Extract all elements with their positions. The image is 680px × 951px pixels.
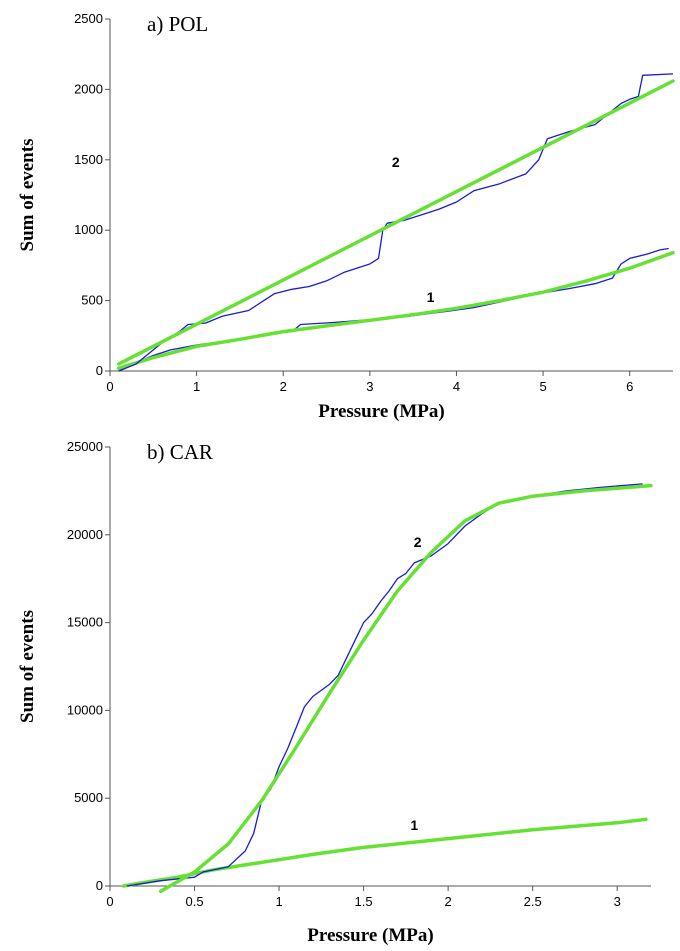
car-series-1-raw-line bbox=[123, 818, 643, 887]
pol-series-1-fit-line bbox=[116, 250, 675, 370]
car-series-2-raw-line bbox=[126, 483, 643, 887]
car-x-tick-label: 1.5 bbox=[355, 894, 373, 909]
panel-car: 0 0.5 1 1.5 2 2.5 3 0 5000 10000 15000 20000 25000 1 2… bbox=[17, 439, 653, 946]
pol-x-tick-label: 5 bbox=[539, 379, 546, 394]
pol-series-2-fit-line bbox=[116, 79, 675, 366]
pol-panel-label: a) POL bbox=[147, 12, 208, 36]
car-y-axis-title: Sum of events bbox=[17, 610, 38, 723]
car-x-axis-title: Pressure (MPa) bbox=[307, 925, 433, 946]
pol-series-2-label: 2 bbox=[392, 154, 400, 170]
car-series-2-fit-line bbox=[158, 483, 653, 894]
car-series-1-label: 1 bbox=[410, 817, 418, 833]
pol-x-tick-label: 6 bbox=[626, 379, 633, 394]
pol-y-tick-label: 2500 bbox=[74, 11, 103, 26]
pol-y-tick-label: 1000 bbox=[74, 222, 103, 237]
car-y-tick-label: 10000 bbox=[67, 702, 103, 717]
pol-y-tick-label: 2000 bbox=[74, 81, 103, 96]
pol-x-axis-title: Pressure (MPa) bbox=[318, 401, 444, 422]
pol-y-tick-label: 500 bbox=[81, 293, 103, 308]
car-y-tick-label: 0 bbox=[96, 878, 103, 893]
car-series-1-fit-line bbox=[121, 817, 648, 888]
car-y-tick-label: 20000 bbox=[67, 527, 103, 542]
pol-series-1-raw-line bbox=[118, 247, 669, 372]
pol-y-axis-title: Sum of events bbox=[17, 139, 38, 252]
car-panel-label: b) CAR bbox=[147, 440, 213, 464]
car-x-tick-label: 0.5 bbox=[185, 894, 203, 909]
pol-y-tick-label: 1500 bbox=[74, 152, 103, 167]
pol-x-tick-label: 1 bbox=[193, 379, 200, 394]
car-x-tick-label: 3 bbox=[614, 894, 621, 909]
car-x-tick-label: 2 bbox=[445, 894, 452, 909]
pol-x-tick-label: 2 bbox=[280, 379, 287, 394]
car-series-2-label: 2 bbox=[414, 534, 422, 550]
pol-y-tick-label: 0 bbox=[96, 363, 103, 378]
panel-pol: 0 1 2 3 4 5 6 0 500 1000 1500 2000 2500 1 2 a) POL Press… bbox=[17, 11, 675, 422]
car-x-tick-label: 1 bbox=[275, 894, 282, 909]
pol-x-tick-label: 0 bbox=[106, 379, 113, 394]
car-y-tick-label: 5000 bbox=[74, 790, 103, 805]
pol-x-tick-label: 3 bbox=[366, 379, 373, 394]
car-y-tick-label: 15000 bbox=[67, 615, 103, 630]
car-x-tick-label: 0 bbox=[106, 894, 113, 909]
car-y-tick-label: 25000 bbox=[67, 439, 103, 454]
car-x-tick-label: 2.5 bbox=[524, 894, 542, 909]
pol-x-tick-label: 4 bbox=[453, 379, 460, 394]
pol-series-1-label: 1 bbox=[427, 289, 435, 305]
